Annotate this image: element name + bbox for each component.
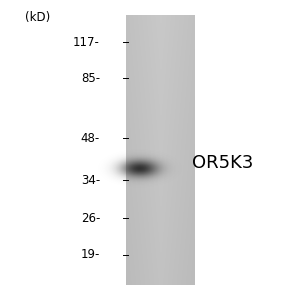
Text: 19-: 19- [81, 248, 100, 262]
Text: 85-: 85- [81, 71, 100, 85]
Text: 117-: 117- [73, 35, 100, 49]
Text: 34-: 34- [81, 173, 100, 187]
Text: (kD): (kD) [26, 11, 51, 25]
Text: 26-: 26- [81, 212, 100, 224]
Text: 48-: 48- [81, 131, 100, 145]
Text: OR5K3: OR5K3 [192, 154, 254, 172]
